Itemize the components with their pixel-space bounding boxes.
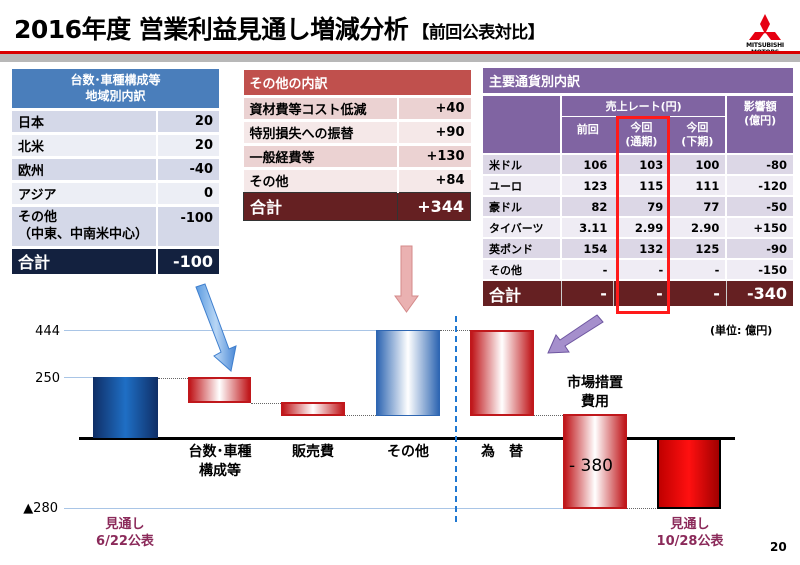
table-row: ユーロ 123 115 111 -120 (483, 174, 793, 196)
bar-other (376, 330, 440, 416)
connector (345, 415, 376, 416)
col-impact-header: 影響額 (億円) (725, 94, 793, 154)
table-total-row: 合計 -100 (12, 245, 219, 274)
connector (534, 415, 563, 416)
connector (158, 378, 188, 379)
x-label-volume-mix: 台数･車種 構成等 (188, 444, 252, 479)
y-tick-444: 444 (35, 324, 60, 339)
divider-dashed-line (455, 316, 457, 522)
x-label-market-measures: 市場措置 費用 (567, 375, 623, 410)
unit-label: (単位: 億円) (710, 324, 773, 337)
table-row: 欧州 -40 (12, 155, 219, 181)
three-diamonds-icon (749, 14, 781, 40)
page-number: 20 (770, 540, 787, 554)
purple-arrow-icon (547, 314, 604, 354)
connector (627, 508, 658, 509)
x-label-selling-expense: 販売費 (292, 444, 334, 460)
header-red-rule (0, 51, 800, 54)
bar-selling-expense (281, 402, 345, 416)
table-row: 一般経費等 +130 (243, 142, 471, 168)
label-end-forecast: 見通し 10/28公表 (656, 517, 724, 549)
highlight-full-year-column (616, 116, 670, 314)
table-row: 英ポンド 154 132 125 -90 (483, 237, 793, 259)
gridline-minus280 (64, 508, 564, 509)
title-subtitle: 【前回公表対比】 (412, 23, 545, 43)
other-breakdown-table: その他の内訳 資材費等コスト低減 +40 特別損失への振替 +90 一般経費等 +13… (243, 70, 471, 221)
table-row: 資材費等コスト低減 +40 (243, 94, 471, 120)
col-group-header: 売上レート(円) (559, 94, 727, 117)
volume-mix-regional-table: 台数･車種構成等 地域別内訳 日本 20 北米 20 欧州 -40 アジア 0 その他 （中… (12, 69, 219, 274)
col-h2-header: 今回 (下期) (669, 116, 727, 154)
x-label-forex: 為 替 (481, 444, 523, 460)
table-row: タイバーツ 3.11 2.99 2.90 +150 (483, 216, 793, 238)
connector (251, 403, 281, 404)
col-full-year-header: 今回 (通期) (613, 116, 670, 154)
col-prev-header: 前回 (559, 116, 614, 154)
currency-breakdown-table: 主要通貨別内訳 売上レート(円) 影響額 (億円) 前回 今回 (通期) 今回 (下期… (483, 68, 793, 306)
table-row: 日本 20 (12, 107, 219, 133)
x-label-other: その他 (387, 444, 429, 460)
table-row: 特別損失への振替 +90 (243, 118, 471, 144)
bar-end-forecast (657, 438, 721, 509)
pink-arrow-icon (394, 245, 419, 313)
header-gray-band (0, 54, 800, 62)
table-row: 豪ドル 82 79 77 -50 (483, 195, 793, 217)
label-start-forecast: 見通し 6/22公表 (96, 517, 154, 549)
bar-forex (470, 330, 534, 416)
bar-start-forecast (93, 377, 158, 438)
table-header: 台数･車種構成等 地域別内訳 (12, 69, 219, 109)
table-row: アジア 0 (12, 179, 219, 205)
table-row: 米ドル 106 103 100 -80 (483, 153, 793, 175)
bar-market-measures: - 380 (563, 414, 627, 509)
page-title: 2016年度 営業利益見通し増減分析 【前回公表対比】 (14, 10, 545, 46)
table-row: 北米 20 (12, 131, 219, 157)
bar-value-label: - 380 (569, 456, 613, 476)
title-text: 2016年度 営業利益見通し増減分析 (14, 15, 409, 44)
y-tick-250: 250 (35, 371, 60, 386)
table-row: その他 - - - -150 (483, 258, 793, 280)
chart-baseline (79, 437, 735, 440)
y-tick-minus280: ▲280 (23, 501, 58, 516)
table-header: 主要通貨別内訳 (483, 68, 793, 94)
blue-arrow-icon (195, 283, 237, 372)
table-row: その他 +84 (243, 166, 471, 192)
table-total-row: 合計 - - - -340 (483, 279, 793, 306)
table-total-row: 合計 +344 (243, 191, 471, 221)
table-row: その他 （中東、中南米中心） -100 (12, 203, 219, 247)
gridline-250 (64, 377, 94, 378)
bar-volume-mix (188, 377, 251, 403)
table-header: その他の内訳 (243, 70, 471, 96)
